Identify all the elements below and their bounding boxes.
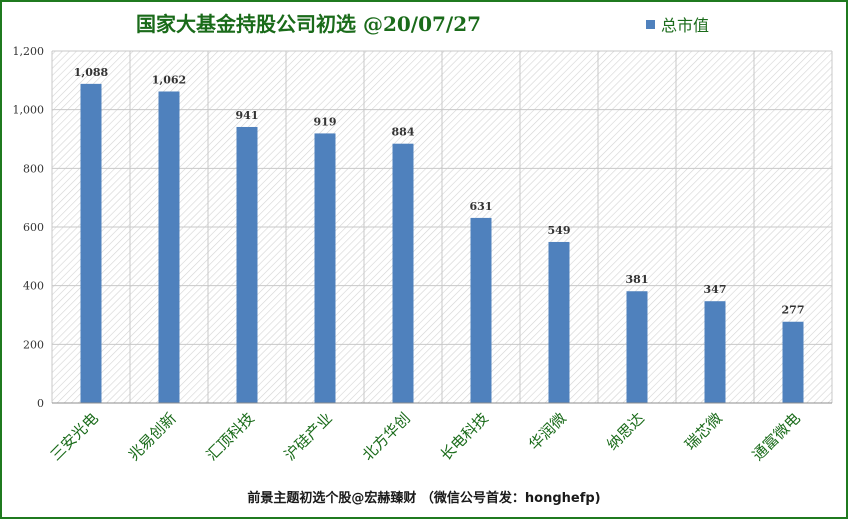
y-tick-label: 800 [23, 162, 44, 175]
y-tick-label: 1,200 [13, 45, 45, 58]
bar [314, 133, 336, 403]
chart-title: 国家大基金持股公司初选 @20/07/27 [136, 12, 482, 36]
data-label: 277 [782, 304, 805, 317]
bar [704, 301, 726, 403]
x-tick-label: 华润微 [525, 409, 570, 454]
x-tick-label: 长电科技 [437, 409, 492, 464]
data-label: 884 [392, 126, 415, 139]
bar [80, 83, 102, 403]
bar [236, 126, 258, 404]
x-tick-label: 沪硅产业 [281, 409, 336, 464]
data-label: 549 [548, 224, 571, 237]
data-label: 347 [704, 283, 727, 296]
bar [392, 143, 414, 403]
x-tick-label: 通富微电 [749, 409, 804, 464]
data-label: 381 [626, 273, 649, 286]
data-label: 1,062 [152, 73, 186, 86]
data-label: 919 [314, 115, 337, 128]
bar [548, 241, 570, 403]
bar [782, 321, 804, 403]
data-label: 941 [236, 109, 259, 122]
bar [626, 291, 648, 403]
bar [470, 217, 492, 403]
x-tick-label: 汇顶科技 [203, 409, 258, 464]
y-tick-label: 400 [23, 280, 44, 293]
footer-caption: 前景主题初选个股@宏赫臻财 （微信公号首发：honghefp) [247, 491, 601, 506]
data-label: 1,088 [74, 66, 109, 79]
y-tick-label: 1,000 [13, 104, 45, 117]
x-tick-label: 瑞芯微 [681, 409, 726, 454]
y-tick-label: 0 [37, 397, 44, 410]
y-tick-label: 200 [23, 338, 44, 351]
x-tick-label: 纳思达 [603, 409, 648, 454]
bar [158, 91, 180, 403]
legend: 总市值 [646, 12, 709, 36]
x-tick-label: 北方华创 [359, 409, 414, 464]
x-tick-label: 兆易创新 [125, 409, 180, 464]
legend-swatch [646, 19, 655, 29]
y-tick-label: 600 [23, 221, 44, 234]
x-tick-label: 三安光电 [47, 409, 102, 464]
legend-label: 总市值 [661, 16, 710, 35]
data-label: 631 [470, 200, 493, 213]
